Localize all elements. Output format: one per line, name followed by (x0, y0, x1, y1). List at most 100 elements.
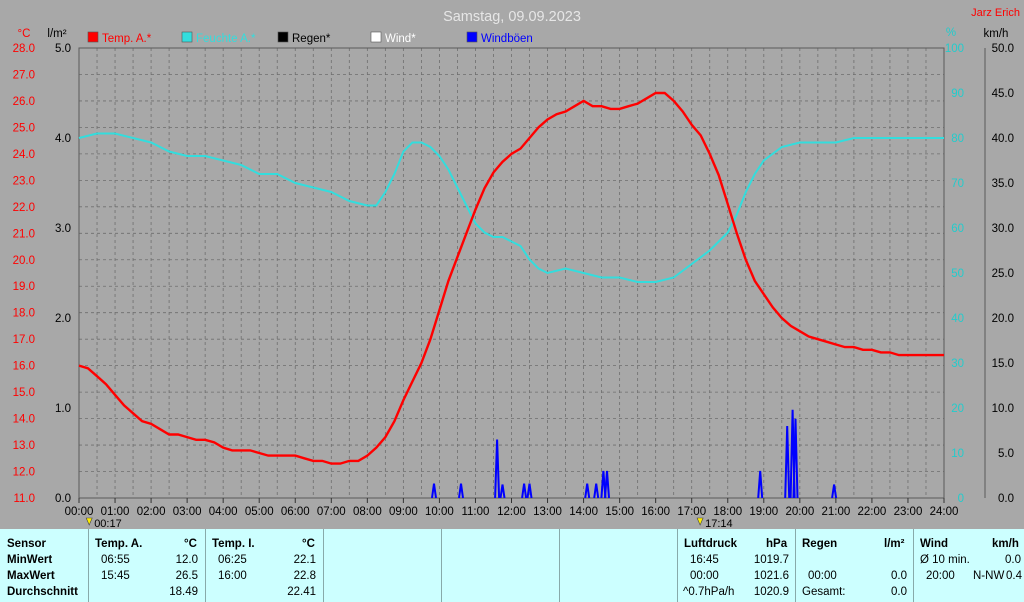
weather-chart: Samstag, 09.09.2023 Jarz Erich Temp. A.* Fe… (12, 7, 1020, 528)
wind-avg-label: Ø 10 min. (920, 554, 970, 566)
legend-swatch (87, 31, 99, 43)
wind-max-time: 20:00 (926, 570, 955, 582)
temp-tick-label: 13.0 (13, 440, 35, 452)
wind-tick-label: 5.0 (998, 448, 1014, 460)
temp-tick-label: 26.0 (13, 96, 35, 108)
x-tick-label: 15:00 (605, 506, 634, 518)
rain-axis-unit: l/m² (47, 28, 66, 40)
panel-divider (678, 529, 796, 602)
humidity-tick-label: 90 (951, 88, 964, 100)
temp-a-max-time: 15:45 (101, 570, 130, 582)
legend-label: Temp. A.* (102, 33, 152, 45)
temp-axis-unit: °C (18, 28, 31, 40)
pressure-min-value: 1019.7 (753, 554, 789, 566)
x-tick-label: 04:00 (209, 506, 238, 518)
humidity-tick-label: 60 (951, 223, 964, 235)
wind-tick-label: 0.0 (998, 493, 1014, 505)
x-tick-label: 07:00 (317, 506, 346, 518)
pressure-max-value: 1021.6 (753, 570, 789, 582)
author-label: Jarz Erich (971, 7, 1020, 19)
pressure-avg-value: 1020.9 (753, 586, 789, 598)
x-tick-label: 02:00 (137, 506, 166, 518)
x-tick-label: 01:00 (101, 506, 130, 518)
wind-axis-unit: km/h (984, 28, 1009, 40)
rain-total-label: Gesamt: (802, 586, 846, 598)
temp-i-max-value: 22.8 (293, 570, 316, 582)
x-tick-label: 18:00 (713, 506, 742, 518)
wind-tick-label: 20.0 (992, 313, 1014, 325)
gust-spike (458, 483, 464, 499)
temp-tick-label: 19.0 (13, 281, 35, 293)
wind-unit: km/h (992, 538, 1019, 550)
legend-swatch (277, 31, 289, 43)
x-tick-label: 14:00 (569, 506, 598, 518)
gust-spike (593, 483, 600, 499)
humidity-axis-unit: % (946, 27, 956, 39)
sensor-header: Sensor (7, 538, 46, 550)
x-tick-label: 23:00 (894, 506, 923, 518)
panel-divider (89, 529, 206, 602)
legend-label: Regen* (292, 33, 331, 45)
temp-tick-label: 24.0 (13, 149, 35, 161)
chart-svg: Samstag, 09.09.2023 Jarz Erich Temp. A.* Fe… (12, 7, 1020, 528)
rain-tick-label: 2.0 (55, 313, 71, 325)
legend-label: Windböen (481, 33, 533, 45)
gust-spike (757, 470, 764, 499)
gust-spike (499, 484, 506, 499)
panel-divider (206, 529, 324, 602)
rain-tick-label: 1.0 (55, 403, 71, 415)
x-tick-label: 21:00 (821, 506, 850, 518)
x-tick-label: 19:00 (749, 506, 778, 518)
sunrise-time-label: 00:17 (94, 518, 122, 528)
x-tick-label: 11:00 (461, 506, 489, 518)
pressure-trend: ^0.7hPa/h (683, 586, 735, 598)
sunset-time-label: 17:14 (705, 518, 733, 528)
wind-tick-label: 25.0 (992, 268, 1014, 280)
gust-spike (831, 484, 838, 499)
rain-tick-label: 0.0 (55, 493, 71, 505)
humidity-tick-label: 20 (951, 403, 964, 415)
temp-tick-label: 23.0 (13, 175, 35, 187)
temp-tick-label: 11.0 (13, 493, 35, 505)
temp-i-max-time: 16:00 (218, 570, 247, 582)
humidity-tick-label: 70 (951, 178, 964, 190)
x-tick-label: 16:00 (641, 506, 670, 518)
rain-header: Regen (802, 538, 838, 550)
humidity-tick-label: 40 (951, 313, 964, 325)
temp-a-max-value: 26.5 (175, 570, 198, 582)
legend-swatch (466, 31, 478, 43)
legend-swatch (181, 31, 193, 43)
pressure-max-time: 00:00 (690, 570, 719, 582)
humidity-tick-label: 0 (958, 493, 964, 505)
temp-i-min-value: 22.1 (293, 554, 316, 566)
panel-divider (324, 529, 442, 602)
x-tick-label: 06:00 (281, 506, 310, 518)
temp-tick-label: 16.0 (13, 361, 35, 373)
gust-spike (431, 483, 437, 499)
wind-tick-label: 35.0 (992, 178, 1014, 190)
rain-max-value: 0.0 (891, 570, 907, 582)
pressure-unit: hPa (766, 538, 788, 550)
panel-divider (442, 529, 560, 602)
x-tick-label: 00:00 (65, 506, 94, 518)
temp-i-min-time: 06:25 (218, 554, 247, 566)
panel-divider (560, 529, 678, 602)
wind-tick-label: 10.0 (992, 403, 1014, 415)
humidity-tick-label: 10 (951, 448, 964, 460)
temp-tick-label: 20.0 (13, 255, 35, 267)
rain-tick-label: 4.0 (55, 133, 71, 145)
temp-a-min-value: 12.0 (175, 554, 198, 566)
temp-a-avg-value: 18.49 (169, 586, 198, 598)
humidity-tick-label: 30 (951, 358, 964, 370)
temp-a-unit: °C (184, 538, 197, 550)
temp-tick-label: 21.0 (13, 228, 35, 240)
temp-i-unit: °C (302, 538, 315, 550)
row-label-max: MaxWert (7, 570, 55, 582)
wind-header: Wind (920, 538, 948, 550)
sunset-marker (696, 517, 704, 526)
pressure-min-time: 16:45 (690, 554, 719, 566)
x-tick-label: 20:00 (785, 506, 814, 518)
temp-tick-label: 25.0 (13, 122, 35, 134)
humidity-tick-label: 80 (951, 133, 964, 145)
legend-label: Feuchte A.* (196, 33, 256, 45)
